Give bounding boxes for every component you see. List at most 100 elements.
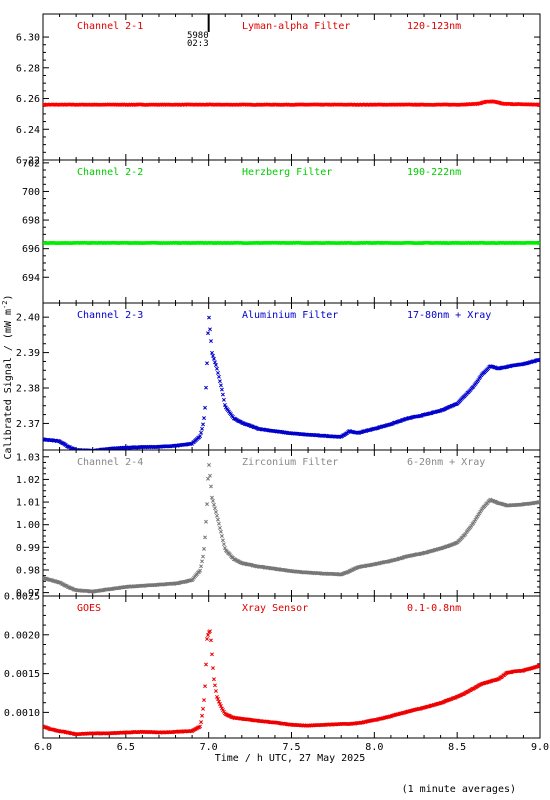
- data-point: [452, 695, 457, 700]
- y-tick-label: 2.38: [16, 384, 40, 395]
- data-point: [216, 374, 221, 379]
- data-series: [43, 99, 540, 107]
- data-point: [212, 677, 216, 682]
- data-point: [532, 359, 536, 364]
- data-point: [222, 546, 227, 550]
- panel-band-label: 17-80nm + Xray: [407, 310, 491, 321]
- data-point: [210, 652, 214, 657]
- data-point: [209, 484, 213, 489]
- y-tick-label: 1.01: [16, 498, 40, 509]
- panel-frame: [42, 302, 541, 451]
- panel-5: 0.0010 0.0015 0.0020 0.0025 GOES Xray Sensor 0…: [4, 592, 541, 739]
- footnote: (1 minute averages): [402, 784, 516, 795]
- panel-3: 2.37 2.38 2.39 2.40 Channel 2-3 Aluminium Fil…: [16, 302, 541, 451]
- event-label: 02:3: [187, 39, 209, 49]
- y-axis-label: Calibrated Signal / (mW m-2): [1, 295, 14, 460]
- data-point: [209, 638, 213, 643]
- data-point: [207, 315, 211, 320]
- data-point: [211, 353, 215, 358]
- y-tick-label: 698: [22, 216, 40, 227]
- data-point: [216, 521, 221, 526]
- data-point: [537, 663, 540, 668]
- panel-1: 6.22 6.24 6.26 6.28 6.30 Channel 2-1 Lyman-alp…: [16, 13, 541, 167]
- y-tick-label: 0.98: [16, 565, 40, 576]
- data-point: [212, 356, 216, 361]
- data-series: [43, 240, 540, 246]
- data-point: [205, 502, 209, 507]
- data-point: [59, 581, 64, 586]
- data-point: [211, 666, 215, 671]
- data-point: [196, 725, 201, 730]
- data-point: [201, 554, 205, 559]
- data-point: [208, 473, 212, 478]
- data-point: [201, 422, 205, 427]
- data-point: [61, 729, 66, 734]
- panel-filter-label: Aluminium Filter: [242, 310, 338, 321]
- data-point: [222, 402, 227, 407]
- x-axis-group: 6.0 6.5 7.0 7.5 8.0 8.5 9.0: [34, 742, 549, 753]
- data-point: [218, 383, 223, 388]
- data-point: [203, 405, 207, 410]
- y-tick-label: 0.0020: [4, 630, 40, 641]
- y-tick-label: 694: [22, 273, 40, 284]
- data-series: [43, 462, 540, 594]
- x-axis-label: Time / h UTC, 27 May 2025: [215, 753, 366, 764]
- data-point: [208, 327, 212, 332]
- x-tick-label: 7.5: [282, 742, 300, 753]
- y-tick-label: 0.97: [16, 588, 40, 599]
- data-point: [537, 358, 540, 362]
- data-point: [66, 445, 71, 450]
- data-point: [359, 430, 364, 435]
- panel-channel-label: Channel 2-1: [77, 21, 143, 32]
- data-point: [204, 385, 208, 390]
- x-tick-label: 7.0: [200, 742, 218, 753]
- y-tick-label: 2.39: [16, 348, 40, 359]
- data-point: [214, 694, 219, 699]
- x-tick-label: 6.5: [117, 742, 135, 753]
- data-point: [203, 684, 207, 689]
- data-point: [204, 519, 208, 524]
- y-tick-label: 696: [22, 244, 40, 255]
- data-point: [198, 724, 203, 729]
- data-point: [200, 713, 204, 718]
- data-point: [455, 694, 460, 699]
- panel-2: 694 696 698 700 702 Channel 2-2 Herzberg Filte…: [22, 158, 541, 304]
- data-point: [205, 361, 209, 366]
- data-point: [217, 379, 222, 384]
- data-point: [199, 430, 203, 435]
- data-point: [200, 559, 204, 564]
- data-point: [502, 502, 507, 507]
- y-tick-label: 1.00: [16, 520, 40, 531]
- data-point: [202, 416, 206, 421]
- data-point: [221, 542, 226, 547]
- panel-filter-label: Lyman-alpha Filter: [242, 21, 350, 32]
- data-point: [418, 413, 423, 418]
- data-point: [215, 370, 220, 375]
- data-point: [213, 506, 217, 511]
- data-point: [189, 441, 194, 446]
- y-axis-label-superscript: -2: [1, 301, 9, 309]
- data-point: [360, 720, 365, 725]
- data-point: [212, 502, 216, 507]
- data-point: [199, 720, 203, 725]
- x-tick-label: 8.0: [365, 742, 383, 753]
- event-label: 5980: [187, 31, 209, 41]
- data-point: [202, 546, 206, 551]
- panel-channel-label: Channel 2-2: [77, 167, 143, 178]
- data-point: [189, 578, 194, 583]
- data-point: [538, 102, 540, 107]
- data-point: [213, 683, 217, 688]
- data-point: [220, 392, 225, 397]
- panel-filter-label: Herzberg Filter: [242, 167, 332, 178]
- y-tick-label: 0.99: [16, 543, 40, 554]
- x-tick-label: 9.0: [531, 742, 549, 753]
- data-point: [214, 363, 218, 368]
- data-point: [208, 629, 212, 634]
- data-point: [444, 406, 449, 410]
- y-tick-label: 0.0010: [4, 708, 40, 719]
- data-point: [467, 688, 472, 693]
- data-point: [351, 567, 356, 572]
- y-tick-label: 2.37: [16, 419, 40, 430]
- data-point: [198, 568, 203, 573]
